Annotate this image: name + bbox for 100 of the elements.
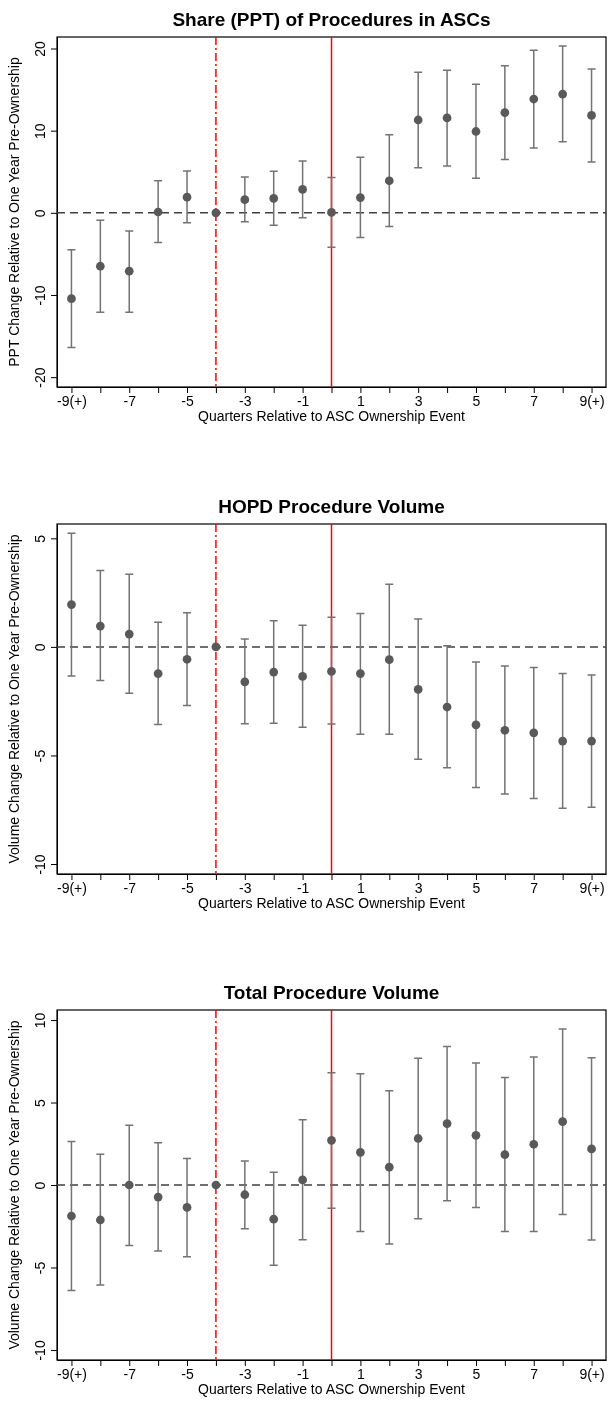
point — [529, 728, 539, 738]
point — [413, 685, 423, 694]
x-tick-label: 1 — [357, 392, 365, 409]
point — [95, 261, 105, 271]
x-tick-label: 9(+) — [579, 392, 605, 409]
x-tick-label: 3 — [414, 1365, 423, 1382]
point — [529, 1139, 539, 1149]
point — [124, 629, 134, 639]
x-axis-title: Quarters Relative to ASC Ownership Event — [198, 895, 466, 911]
x-tick-label: 9(+) — [579, 1365, 605, 1382]
chart-title: Share (PPT) of Procedures in ASCs — [172, 9, 491, 30]
chart-title: HOPD Procedure Volume — [218, 496, 445, 517]
y-tick-label: -5 — [32, 749, 48, 763]
x-tick-label: 5 — [472, 1365, 481, 1382]
x-tick-label: -7 — [123, 879, 137, 896]
point — [442, 702, 452, 712]
y-axis-title: PPT Change Relative to One Year Pre-Ownership — [6, 57, 22, 367]
y-tick-label: 0 — [32, 1181, 48, 1190]
point — [587, 736, 596, 746]
point — [442, 1119, 452, 1128]
x-tick-label: 7 — [530, 879, 539, 896]
y-tick-label: -20 — [32, 367, 48, 388]
x-tick-label: 7 — [530, 1365, 539, 1382]
point — [442, 113, 452, 123]
x-tick-label: -3 — [239, 879, 252, 896]
x-tick-label: 3 — [414, 392, 423, 409]
point — [211, 1180, 221, 1190]
point — [327, 1135, 336, 1145]
point — [95, 1215, 105, 1225]
x-tick-label: -1 — [296, 392, 310, 409]
point — [298, 672, 307, 681]
x-tick-label: 5 — [472, 879, 481, 896]
point — [587, 111, 596, 120]
y-tick-label: 0 — [32, 209, 48, 218]
x-tick-label: -5 — [181, 879, 194, 896]
y-tick-label: -5 — [32, 1261, 48, 1275]
y-tick-label: 5 — [32, 534, 48, 543]
x-axis-title: Quarters Relative to ASC Ownership Event — [198, 1381, 466, 1397]
point — [327, 667, 336, 676]
point — [384, 1162, 394, 1172]
point — [153, 1192, 163, 1202]
x-tick-label: 3 — [414, 879, 423, 896]
point — [153, 207, 163, 217]
x-tick-label: -5 — [181, 392, 194, 409]
x-tick-label: 9(+) — [579, 879, 605, 896]
point — [471, 1130, 481, 1140]
y-tick-label: -10 — [32, 1340, 48, 1361]
x-tick-label: -3 — [239, 392, 252, 409]
point — [413, 115, 423, 125]
point — [240, 677, 250, 687]
point — [558, 89, 568, 99]
y-tick-label: -10 — [32, 285, 48, 306]
point — [182, 654, 192, 664]
x-tick-label: -9(+) — [56, 879, 87, 896]
point — [384, 176, 394, 186]
x-tick-label: -1 — [296, 879, 310, 896]
point — [384, 655, 394, 665]
point — [529, 94, 539, 104]
y-tick-label: 10 — [32, 123, 48, 139]
point — [67, 1211, 76, 1221]
x-tick-label: -7 — [123, 392, 137, 409]
x-axis-title: Quarters Relative to ASC Ownership Event — [198, 408, 466, 424]
point — [327, 208, 336, 217]
y-tick-label: -10 — [32, 854, 48, 875]
x-tick-label: 7 — [530, 392, 539, 409]
x-tick-label: -9(+) — [56, 1365, 87, 1382]
x-tick-label: -3 — [239, 1365, 252, 1382]
y-axis-title: Volume Change Relative to One Year Pre-Ownership — [6, 534, 22, 864]
point — [67, 600, 76, 609]
point — [240, 195, 250, 205]
point — [298, 1175, 307, 1185]
x-tick-label: -5 — [181, 1365, 194, 1382]
y-tick-label: 20 — [32, 41, 48, 57]
point — [153, 669, 163, 678]
point — [95, 621, 105, 631]
y-tick-label: 0 — [32, 643, 48, 652]
point — [500, 1150, 510, 1160]
y-tick-label: 10 — [32, 1012, 48, 1029]
y-axis-title: Volume Change Relative to One Year Pre-Ownership — [6, 1020, 22, 1350]
point — [269, 194, 279, 203]
y-tick-label: 5 — [32, 1098, 48, 1107]
point — [240, 1190, 250, 1200]
point — [500, 108, 510, 117]
point — [211, 208, 221, 218]
x-tick-label: -1 — [296, 1365, 310, 1382]
point — [558, 1117, 568, 1127]
point — [298, 185, 307, 194]
x-tick-label: 1 — [357, 879, 365, 896]
point — [356, 193, 365, 202]
point — [587, 1144, 596, 1154]
point — [182, 192, 192, 202]
x-tick-label: -7 — [123, 1365, 137, 1382]
chart-title: Total Procedure Volume — [223, 982, 440, 1003]
point — [558, 736, 568, 746]
point — [269, 1214, 279, 1224]
x-tick-label: 5 — [472, 392, 481, 409]
point — [471, 720, 481, 730]
point — [211, 642, 221, 652]
point — [356, 669, 365, 678]
x-tick-label: 1 — [357, 1365, 365, 1382]
